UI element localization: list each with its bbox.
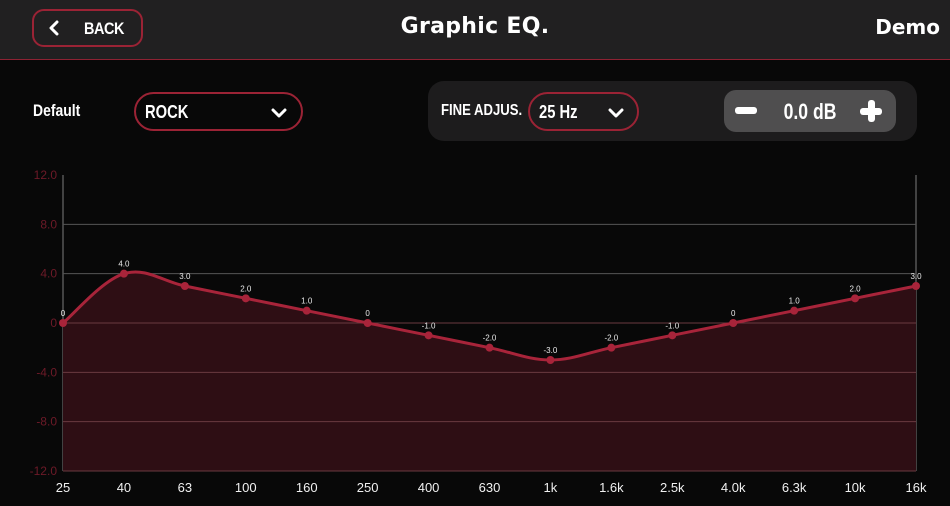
svg-text:0: 0 — [365, 309, 370, 318]
svg-text:100: 100 — [235, 480, 257, 495]
chevron-down-icon — [608, 108, 624, 118]
svg-text:1.6k: 1.6k — [599, 480, 624, 495]
y-axis-labels: 12.0 8.0 4.0 0 -4.0 -8.0 -12.0 — [30, 168, 58, 478]
svg-text:16k: 16k — [906, 480, 927, 495]
svg-text:-1.0: -1.0 — [422, 321, 436, 330]
eq-chart[interactable]: 0 4.0 3.0 2.0 1.0 0 -1.0 -2.0 -3.0 -2.0 -1.0 0 1.0 2.… — [0, 160, 950, 506]
frequency-value: 25 Hz — [539, 102, 578, 122]
gain-stepper: 0.0 dB — [724, 90, 896, 132]
svg-text:250: 250 — [357, 480, 379, 495]
svg-text:25: 25 — [56, 480, 70, 495]
preset-label: Default — [33, 101, 81, 120]
svg-text:4.0: 4.0 — [40, 267, 57, 281]
fine-adjust-label: FINE ADJUS. — [441, 102, 523, 119]
back-button[interactable]: BACK — [32, 9, 143, 47]
svg-text:4.0: 4.0 — [118, 260, 130, 269]
fine-adjust-panel: FINE ADJUS. 25 Hz 0.0 dB — [428, 81, 917, 141]
chevron-down-icon — [271, 108, 287, 118]
back-label: BACK — [84, 19, 125, 38]
preset-value: ROCK — [145, 102, 189, 122]
svg-text:-4.0: -4.0 — [36, 365, 57, 379]
svg-text:-3.0: -3.0 — [544, 346, 558, 355]
svg-text:400: 400 — [418, 480, 440, 495]
svg-text:160: 160 — [296, 480, 318, 495]
svg-text:2.0: 2.0 — [240, 284, 252, 293]
gain-value-text: 0.0 dB — [783, 99, 837, 124]
svg-text:8.0: 8.0 — [40, 217, 57, 231]
chevron-left-icon — [49, 20, 59, 36]
svg-text:0: 0 — [50, 316, 57, 330]
minus-icon[interactable] — [735, 107, 757, 114]
svg-text:630: 630 — [479, 480, 501, 495]
svg-text:-2.0: -2.0 — [604, 334, 618, 343]
header-bar: BACK Graphic EQ. Demo — [0, 0, 950, 60]
svg-text:-12.0: -12.0 — [30, 464, 58, 478]
x-axis-labels: 25 40 63 100 160 250 400 630 1k 1.6k 2.5k 4.0k 6.3k 1… — [56, 480, 927, 495]
svg-text:10k: 10k — [845, 480, 866, 495]
frequency-dropdown[interactable]: 25 Hz — [528, 92, 639, 131]
svg-text:1.0: 1.0 — [301, 297, 313, 306]
svg-text:-2.0: -2.0 — [483, 334, 497, 343]
svg-text:3.0: 3.0 — [179, 272, 191, 281]
plus-icon[interactable] — [860, 100, 882, 122]
chart-grid-overlay — [63, 322, 916, 472]
svg-text:12.0: 12.0 — [34, 168, 58, 182]
svg-text:4.0k: 4.0k — [721, 480, 746, 495]
svg-text:3.0: 3.0 — [910, 272, 922, 281]
preset-dropdown[interactable]: ROCK — [134, 92, 303, 131]
svg-text:0: 0 — [731, 309, 736, 318]
gain-value: 0.0 dB — [724, 99, 896, 125]
svg-text:2.5k: 2.5k — [660, 480, 685, 495]
svg-text:2.0: 2.0 — [850, 284, 862, 293]
svg-text:0: 0 — [61, 309, 66, 318]
mode-label: Demo — [875, 15, 940, 39]
svg-text:6.3k: 6.3k — [782, 480, 807, 495]
eq-points: 0 4.0 3.0 2.0 1.0 0 -1.0 -2.0 -3.0 -2.0 -1.0 0 1.0 2.… — [59, 260, 922, 364]
svg-text:-8.0: -8.0 — [36, 415, 57, 429]
svg-text:-1.0: -1.0 — [665, 321, 679, 330]
page-title: Graphic EQ. — [400, 14, 550, 39]
svg-text:1k: 1k — [544, 480, 558, 495]
svg-text:63: 63 — [178, 480, 192, 495]
svg-text:1.0: 1.0 — [789, 297, 801, 306]
svg-text:40: 40 — [117, 480, 131, 495]
